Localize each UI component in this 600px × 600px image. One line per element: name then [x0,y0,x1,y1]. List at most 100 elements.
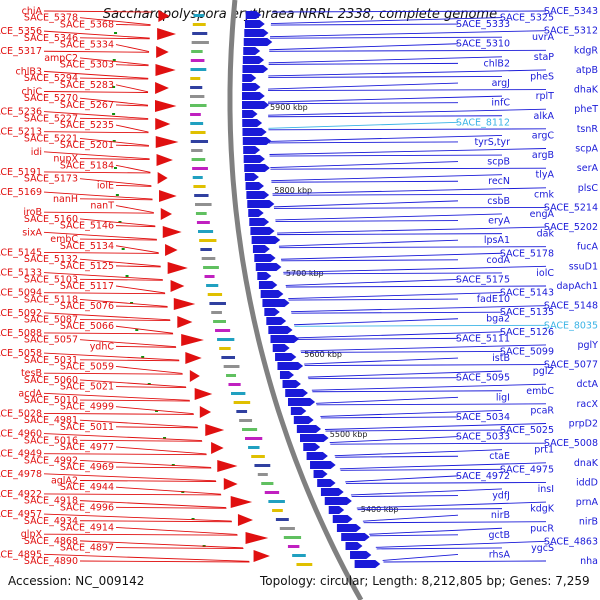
gene-label: SACE_5133 [0,268,42,279]
gene-label: SACE_4969 [60,462,114,473]
gc-marker [155,410,159,412]
gene-label: dctA [577,379,599,390]
label-leader-line [269,49,547,52]
label-leader-line [272,193,503,196]
label-leader-line [79,459,212,468]
label-leader-line [281,259,459,262]
gene-arrow [328,506,345,514]
gene-label: SACE_5227 [24,113,78,124]
gene-label: SACE_5095 [456,373,510,384]
gene-arrow [242,65,269,73]
gene-label: SACE_5221 [24,133,78,144]
gene-label: SACE_5092 [0,308,42,319]
feature-band [242,428,258,431]
feature-band [190,59,205,62]
gc-marker [121,248,125,250]
gene-label: ligI [496,392,510,403]
gene-arrow [249,218,270,226]
gene-arrow [257,272,272,280]
label-leader-line [285,285,547,288]
label-leader-line [288,298,459,301]
feature-band [192,167,208,170]
label-leader-line [79,17,151,26]
label-leader-line [79,439,203,442]
label-leader-line [43,412,194,415]
label-leader-line [283,265,547,273]
gene-arrow [205,424,225,436]
label-leader-line [271,10,547,13]
gene-label: lpsA1 [484,235,510,246]
gene-label: SACE_5267 [60,100,114,111]
label-leader-line [369,527,503,535]
gene-label: SACE_4977 [60,442,114,453]
gene-label: aglA2 [51,476,78,487]
label-leader-line [79,359,180,362]
label-leader-line [375,540,547,548]
label-leader-line [275,220,459,222]
gene-label: SACE_8035 [544,320,598,331]
gene-arrow [199,406,212,418]
gene-label: SACE_5125 [60,261,114,272]
gene-arrow [255,263,282,271]
gene-label: insI [538,484,554,495]
label-leader-line [115,245,159,254]
label-leader-line [268,56,503,64]
gene-label: SACE_4934 [24,516,78,527]
gene-label: SACE_5028 [0,408,42,419]
feature-band [239,419,253,422]
label-leader-line [115,547,244,550]
gc-marker [135,329,139,331]
label-leader-line [115,466,212,469]
label-leader-line [43,392,190,401]
label-leader-line [79,57,149,66]
label-leader-line [115,184,152,187]
feature-band [287,545,300,548]
label-leader-line [79,379,187,388]
feature-band [283,536,302,539]
label-leader-line [115,446,207,455]
feature-band [244,437,263,440]
gene-label: alkA [534,111,555,122]
label-leader-line [115,124,149,133]
gene-label: ydhC [90,341,115,352]
label-leader-line [43,312,171,321]
gene-label: tyrS,tyr [474,137,510,148]
gene-arrow [185,352,202,364]
gene-arrow [253,550,270,562]
gene-label: SACE_4957 [0,509,42,520]
label-leader-line [324,423,547,430]
gene-label: SACE_5213 [0,127,42,138]
gene-label: SACE_5059 [60,361,114,372]
gene-label: SACE_5077 [544,360,598,371]
gene-label: nupX [53,154,78,165]
feature-band [191,50,203,53]
label-leader-line [268,134,503,142]
gene-label: SACE_5143 [500,288,554,299]
label-leader-line [79,238,157,241]
gene-label: SACE_4996 [60,502,114,513]
gene-label: SACE_5334 [60,40,114,51]
gene-arrow [254,254,276,262]
gene-arrow [258,281,278,289]
gene-label: SACE_5173 [24,174,78,185]
gc-marker [113,167,117,169]
gene-arrow [157,28,177,40]
gene-arrow [279,371,294,379]
feature-band [190,95,205,98]
gene-arrow [167,262,188,274]
gene-label: embC [526,386,554,397]
genome-summary-text: Topology: circular; Length: 8,212,805 bp… [260,574,590,588]
gene-label: infC [491,98,510,109]
gene-arrow [320,488,344,496]
gene-arrow [341,533,370,541]
gene-label: SACE_5135 [500,307,554,318]
label-leader-line [311,383,547,391]
feature-band [275,518,289,521]
gene-arrow [181,334,204,346]
gene-arrow [158,10,170,22]
gene-label: dnaK [574,458,599,469]
gene-arrow [194,388,213,400]
gene-label: SACE_4978 [0,469,42,480]
kbp-marker: 5900 kbp [270,103,308,112]
